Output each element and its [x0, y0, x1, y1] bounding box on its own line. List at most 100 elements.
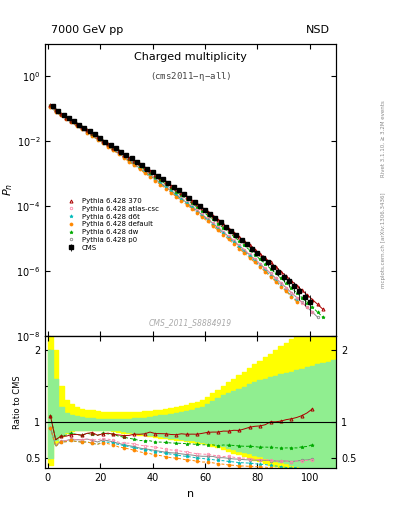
Pythia 6.428 default	[121, 155, 126, 161]
Legend: Pythia 6.428 370, Pythia 6.428 atlas-csc, Pythia 6.428 d6t, Pythia 6.428 default: Pythia 6.428 370, Pythia 6.428 atlas-csc…	[60, 196, 162, 253]
Pythia 6.428 default	[53, 109, 58, 115]
Pythia 6.428 atlas-csc	[305, 305, 310, 311]
Pythia 6.428 default	[153, 178, 158, 184]
Pythia 6.428 dw	[258, 256, 263, 262]
Pythia 6.428 default	[142, 170, 147, 176]
Pythia 6.428 d6t	[85, 130, 90, 136]
Pythia 6.428 p0	[48, 104, 53, 110]
Pythia 6.428 dw	[205, 212, 210, 219]
Pythia 6.428 d6t	[169, 188, 173, 195]
Pythia 6.428 default	[184, 202, 189, 208]
Pythia 6.428 default	[74, 123, 79, 129]
Pythia 6.428 d6t	[179, 196, 184, 202]
Pythia 6.428 d6t	[237, 244, 241, 250]
Pythia 6.428 default	[279, 284, 283, 290]
Pythia 6.428 d6t	[242, 248, 247, 254]
Pythia 6.428 370	[48, 102, 53, 108]
Pythia 6.428 default	[226, 237, 231, 243]
Pythia 6.428 default	[158, 182, 163, 188]
Pythia 6.428 p0	[315, 314, 320, 321]
Pythia 6.428 default	[274, 279, 278, 285]
Text: Charged multiplicity: Charged multiplicity	[134, 52, 247, 62]
Pythia 6.428 default	[195, 210, 200, 216]
Pythia 6.428 d6t	[274, 278, 278, 284]
Pythia 6.428 default	[247, 255, 252, 261]
Pythia 6.428 default	[189, 206, 194, 212]
Pythia 6.428 d6t	[64, 116, 68, 122]
Pythia 6.428 d6t	[289, 293, 294, 299]
Pythia 6.428 d6t	[111, 147, 116, 153]
Text: 7000 GeV pp: 7000 GeV pp	[51, 25, 123, 35]
Text: NSD: NSD	[306, 25, 330, 35]
Pythia 6.428 d6t	[106, 143, 110, 150]
Pythia 6.428 atlas-csc	[310, 309, 315, 315]
Pythia 6.428 default	[289, 293, 294, 300]
Pythia 6.428 default	[174, 194, 178, 200]
Pythia 6.428 d6t	[158, 180, 163, 186]
Pythia 6.428 d6t	[200, 213, 205, 219]
Pythia 6.428 default	[64, 116, 68, 122]
Pythia 6.428 d6t	[279, 283, 283, 289]
Pythia 6.428 p0	[142, 168, 147, 175]
Text: CMS_2011_S8884919: CMS_2011_S8884919	[149, 318, 232, 327]
Pythia 6.428 d6t	[90, 133, 95, 139]
Pythia 6.428 default	[116, 151, 121, 157]
Pythia 6.428 370	[258, 251, 263, 257]
Pythia 6.428 d6t	[252, 258, 257, 264]
Pythia 6.428 d6t	[211, 222, 215, 228]
Pythia 6.428 default	[85, 130, 90, 136]
Pythia 6.428 atlas-csc	[106, 142, 110, 148]
Pythia 6.428 default	[59, 112, 63, 118]
Pythia 6.428 p0	[69, 119, 74, 125]
Pythia 6.428 d6t	[221, 230, 226, 237]
Pythia 6.428 default	[79, 126, 84, 132]
Pythia 6.428 default	[211, 223, 215, 229]
Y-axis label: $P_n$: $P_n$	[1, 183, 15, 196]
Pythia 6.428 default	[169, 189, 173, 196]
Pythia 6.428 d6t	[284, 288, 288, 294]
Line: Pythia 6.428 d6t: Pythia 6.428 d6t	[49, 105, 298, 303]
Pythia 6.428 default	[294, 299, 299, 305]
Pythia 6.428 dw	[321, 314, 325, 321]
Pythia 6.428 d6t	[48, 104, 53, 110]
Pythia 6.428 default	[127, 159, 131, 165]
Pythia 6.428 d6t	[268, 272, 273, 279]
Pythia 6.428 default	[205, 219, 210, 225]
Text: mcplots.cern.ch [arXiv:1306.3436]: mcplots.cern.ch [arXiv:1306.3436]	[381, 193, 386, 288]
Pythia 6.428 default	[148, 174, 152, 180]
Pythia 6.428 d6t	[294, 297, 299, 304]
Text: $(\mathtt{cms2011\!-\!\eta\!-\!all})$: $(\mathtt{cms2011\!-\!\eta\!-\!all})$	[151, 70, 231, 83]
Line: Pythia 6.428 p0: Pythia 6.428 p0	[49, 106, 319, 318]
Pythia 6.428 atlas-csc	[132, 161, 137, 167]
Pythia 6.428 default	[179, 198, 184, 204]
Pythia 6.428 p0	[221, 229, 226, 235]
Pythia 6.428 d6t	[53, 109, 58, 115]
Pythia 6.428 d6t	[184, 200, 189, 206]
Pythia 6.428 atlas-csc	[48, 104, 53, 110]
Pythia 6.428 d6t	[226, 235, 231, 241]
Line: Pythia 6.428 370: Pythia 6.428 370	[49, 103, 325, 311]
Pythia 6.428 d6t	[142, 169, 147, 175]
Pythia 6.428 370	[321, 306, 325, 312]
Pythia 6.428 default	[132, 162, 137, 168]
Pythia 6.428 atlas-csc	[221, 228, 226, 234]
Pythia 6.428 default	[90, 133, 95, 139]
Pythia 6.428 default	[111, 147, 116, 154]
Pythia 6.428 d6t	[74, 123, 79, 129]
Pythia 6.428 d6t	[132, 162, 137, 168]
Pythia 6.428 d6t	[231, 239, 236, 245]
Pythia 6.428 d6t	[121, 154, 126, 160]
Pythia 6.428 default	[284, 288, 288, 294]
Pythia 6.428 default	[95, 137, 100, 143]
X-axis label: n: n	[187, 489, 194, 499]
Pythia 6.428 default	[106, 144, 110, 150]
Pythia 6.428 dw	[221, 225, 226, 231]
Pythia 6.428 d6t	[148, 173, 152, 179]
Pythia 6.428 p0	[294, 294, 299, 301]
Line: Pythia 6.428 default: Pythia 6.428 default	[49, 105, 298, 304]
Pythia 6.428 atlas-csc	[237, 242, 241, 248]
Pythia 6.428 p0	[174, 191, 178, 198]
Pythia 6.428 d6t	[153, 177, 158, 183]
Pythia 6.428 dw	[121, 152, 126, 158]
Pythia 6.428 d6t	[95, 137, 100, 143]
